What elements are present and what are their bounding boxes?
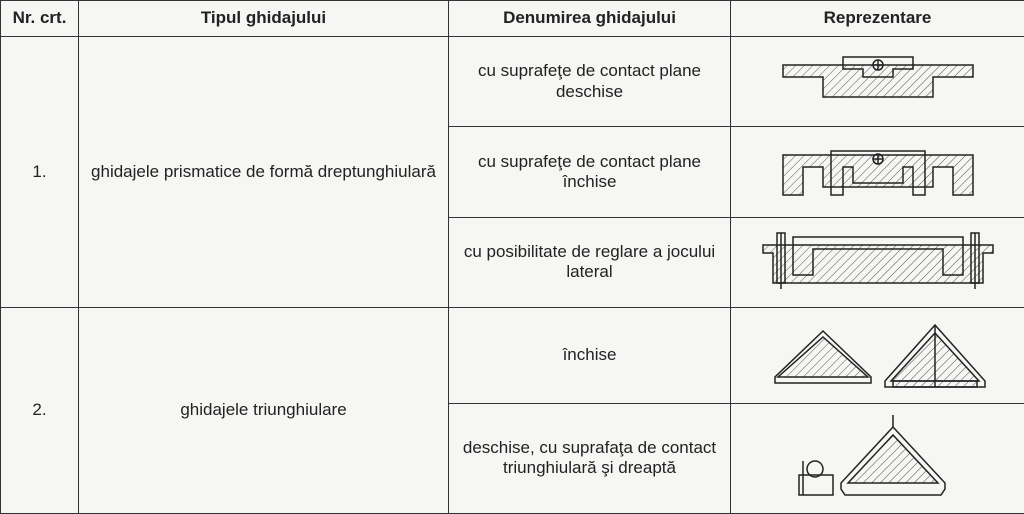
den-cell-2a: închise <box>449 308 731 403</box>
tip-cell-1: ghidajele prismatice de formă dreptunghi… <box>79 37 449 308</box>
rep-cell-1c <box>731 217 1024 307</box>
den-cell-2b: deschise, cu suprafaţa de contact triung… <box>449 403 731 513</box>
den-cell-1a: cu suprafeţe de contact plane deschise <box>449 37 731 127</box>
tip-cell-2: ghidajele triunghiulare <box>79 308 449 514</box>
rep-cell-1a <box>731 37 1024 127</box>
table-row: 2. ghidajele triunghiulare închise <box>1 308 1024 403</box>
col-tip-header: Tipul ghidajului <box>79 1 449 37</box>
col-rep-header: Reprezentare <box>731 1 1024 37</box>
rep-cell-2b <box>731 403 1024 513</box>
nr-cell-2: 2. <box>1 308 79 514</box>
rep-cell-1b <box>731 127 1024 217</box>
nr-cell-1: 1. <box>1 37 79 308</box>
col-den-header: Denumirea ghidajului <box>449 1 731 37</box>
col-nr-header: Nr. crt. <box>1 1 79 37</box>
table-row: 1. ghidajele prismatice de formă dreptun… <box>1 37 1024 127</box>
den-cell-1b: cu suprafeţe de contact plane închise <box>449 127 731 217</box>
header-row: Nr. crt. Tipul ghidajului Denumirea ghid… <box>1 1 1024 37</box>
rep-cell-2a <box>731 308 1024 403</box>
den-cell-1c: cu posibilitate de reglare a jocului lat… <box>449 217 731 307</box>
